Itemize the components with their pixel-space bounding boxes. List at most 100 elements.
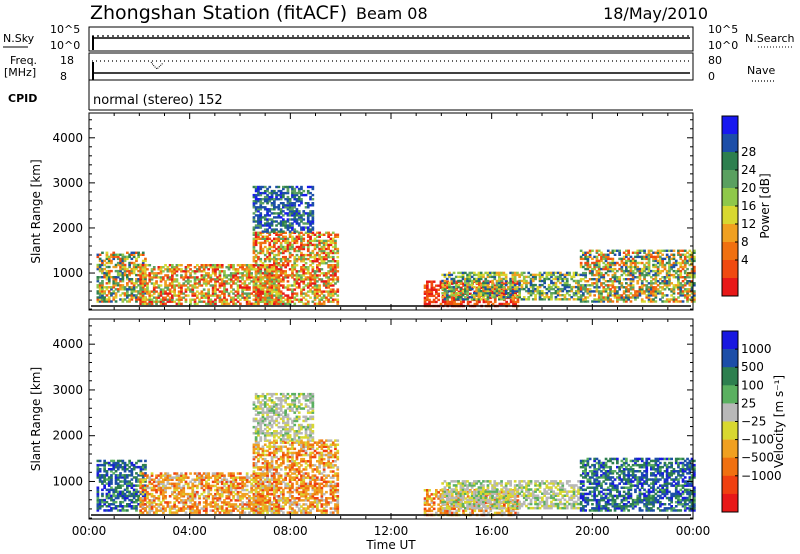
echo-cell [309, 251, 312, 255]
echo-cell [207, 282, 210, 285]
echo-cell [468, 279, 472, 283]
echo-cell [223, 276, 226, 279]
echo-cell [159, 280, 163, 283]
echo-cell [275, 302, 278, 305]
echo-cell [171, 298, 174, 301]
echo-cell [119, 286, 122, 289]
echo-cell [114, 278, 118, 281]
echo-cell [148, 302, 152, 305]
echo-cell [498, 271, 501, 275]
echo-cell [656, 269, 660, 273]
echo-cell [157, 268, 161, 271]
echo-cell [306, 266, 310, 269]
echo-cell [588, 284, 592, 287]
echo-cell [128, 280, 131, 283]
echo-cell [554, 285, 558, 289]
echo-cell [302, 282, 306, 285]
echo-cell [509, 285, 512, 289]
echo-cell [257, 237, 260, 240]
echo-cell [683, 259, 687, 263]
echo-cell [132, 500, 136, 504]
echo-cell [311, 255, 315, 259]
echo-cell [116, 474, 120, 477]
echo-cell [130, 253, 134, 256]
echo-cell [130, 494, 134, 498]
echo-cell [166, 268, 170, 271]
echo-cell [620, 259, 624, 263]
echo-cell [177, 490, 181, 494]
echo-cell [286, 204, 290, 207]
echo-cell [250, 274, 253, 277]
echo-cell [198, 509, 201, 512]
echo-cell [541, 273, 544, 277]
echo-cell [263, 191, 267, 195]
echo-cell [302, 237, 306, 240]
echo-cell [164, 509, 167, 512]
echo-cell [112, 286, 116, 289]
echo-cell [128, 273, 131, 277]
echo-cell [277, 239, 281, 243]
echo-cell [254, 268, 258, 271]
echo-cell [112, 492, 116, 496]
echo-cell [527, 296, 531, 299]
echo-cell [327, 294, 330, 297]
echo-cell [277, 274, 281, 277]
echo-cell [304, 302, 308, 305]
echo-cell [107, 261, 111, 265]
echo-cell [538, 273, 542, 277]
echo-cell [96, 263, 100, 267]
echo-cell [531, 279, 535, 283]
echo-cell [572, 298, 576, 301]
echo-cell [311, 202, 315, 205]
echo-cell [513, 271, 517, 275]
echo-cell [110, 486, 113, 489]
echo-cell [121, 261, 125, 265]
echo-cell [171, 276, 174, 279]
echo-cell [450, 287, 454, 291]
echo-cell [455, 282, 459, 285]
echo-cell [679, 284, 683, 287]
echo-cell [220, 282, 224, 285]
echo-cell [245, 268, 249, 271]
echo-cell [180, 474, 183, 477]
echo-cell [529, 285, 533, 289]
echo-cell [159, 288, 163, 291]
echo-cell [143, 268, 147, 271]
echo-cell [674, 259, 678, 263]
echo-cell [423, 286, 427, 289]
echo-cell [114, 282, 118, 285]
echo-cell [602, 276, 606, 279]
echo-cell [112, 276, 116, 279]
echo-cell [146, 474, 149, 477]
echo-cell [175, 280, 179, 283]
echo-cell [191, 511, 195, 514]
echo-cell [252, 276, 256, 279]
echo-cell [295, 185, 299, 189]
echo-cell [257, 278, 260, 281]
echo-cell [652, 278, 655, 281]
echo-cell [130, 294, 134, 297]
echo-cell [495, 287, 499, 291]
echo-cell [248, 266, 251, 269]
echo-cell [513, 277, 517, 281]
echo-cell [200, 294, 204, 297]
echo-cell [616, 296, 619, 299]
echo-cell [606, 294, 610, 297]
echo-cell [141, 300, 145, 303]
echo-cell [116, 276, 120, 279]
echo-cell [139, 253, 143, 256]
echo-cell [196, 472, 199, 475]
echo-cell [527, 292, 531, 295]
echo-cell [597, 259, 601, 263]
echo-cell [164, 298, 167, 301]
echo-cell [556, 271, 560, 275]
echo-cell [166, 266, 170, 269]
echo-cell [690, 251, 694, 254]
echo-cell [105, 488, 109, 492]
echo-cell [103, 259, 106, 263]
echo-cell [277, 276, 281, 279]
echo-cell [239, 276, 242, 279]
echo-cell [575, 289, 578, 293]
echo-cell [266, 187, 269, 191]
echo-cell [597, 290, 601, 293]
